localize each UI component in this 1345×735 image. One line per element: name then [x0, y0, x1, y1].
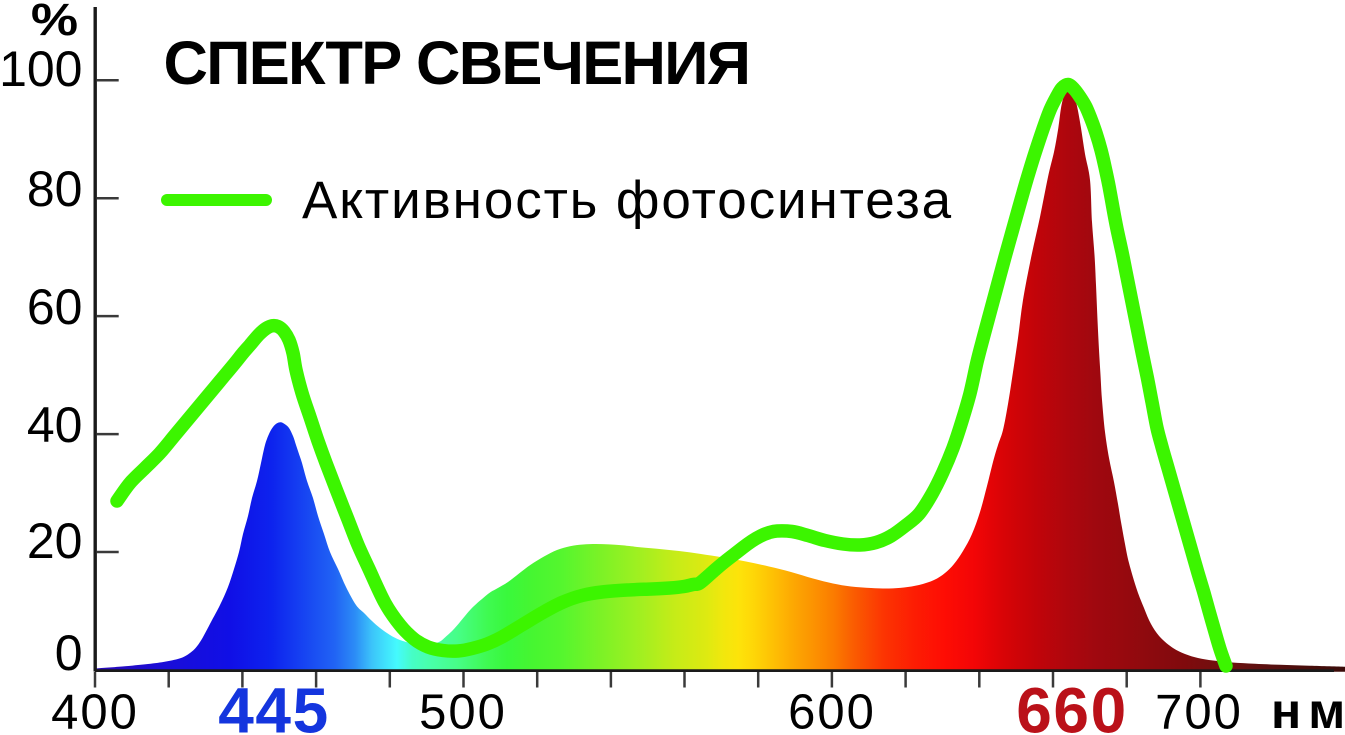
svg-text:600: 600 — [788, 686, 876, 735]
svg-text:40: 40 — [27, 397, 83, 453]
svg-text:0: 0 — [55, 625, 83, 681]
svg-text:100: 100 — [0, 41, 83, 97]
svg-text:80: 80 — [27, 161, 83, 217]
svg-text:20: 20 — [27, 513, 83, 569]
svg-text:Активность фотосинтеза: Активность фотосинтеза — [302, 171, 953, 230]
svg-text:60: 60 — [27, 279, 83, 335]
svg-text:700: 700 — [1155, 686, 1243, 735]
svg-text:445: 445 — [218, 675, 330, 735]
svg-text:СПЕКТР СВЕЧЕНИЯ: СПЕКТР СВЕЧЕНИЯ — [164, 29, 750, 98]
svg-text:400: 400 — [51, 686, 139, 735]
svg-text:500: 500 — [419, 686, 507, 735]
svg-text:660: 660 — [1016, 675, 1128, 735]
svg-text:нм: нм — [1271, 683, 1345, 735]
svg-text:%: % — [31, 0, 78, 45]
